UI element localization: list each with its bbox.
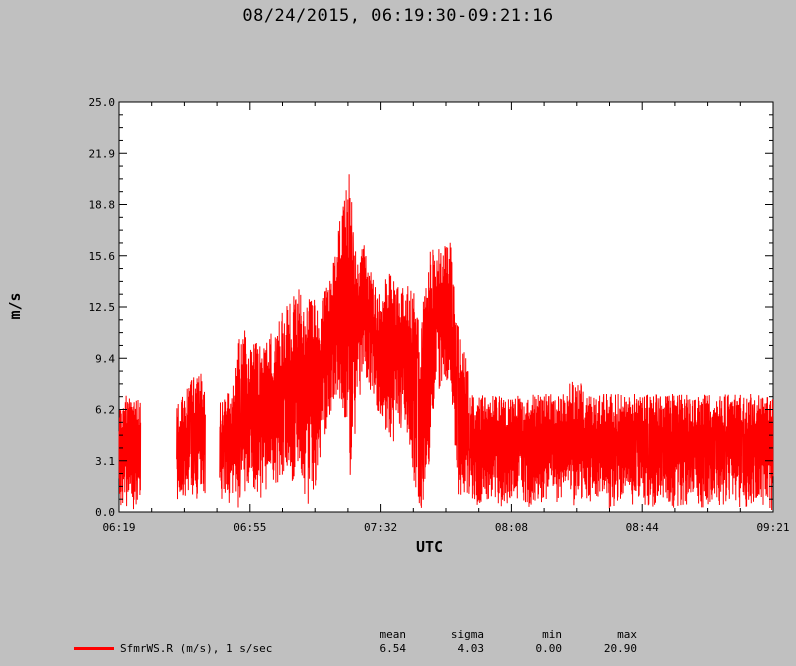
y-tick-label: 0.0 bbox=[95, 506, 115, 519]
series-line-segment bbox=[118, 395, 142, 510]
chart-title: 08/24/2015, 06:19:30-09:21:16 bbox=[242, 6, 554, 26]
y-tick-label: 3.1 bbox=[95, 455, 115, 468]
series-line-segment bbox=[219, 174, 774, 511]
y-tick-label: 18.8 bbox=[89, 199, 116, 212]
y-tick-label: 21.9 bbox=[89, 147, 116, 160]
y-tick-label: 15.6 bbox=[89, 250, 116, 263]
legend-entry: SfmrWS.R (m/s), 1 s/sec bbox=[120, 642, 273, 655]
legend-swatch bbox=[74, 647, 114, 650]
stat-label-sigma: sigma bbox=[450, 628, 484, 641]
x-tick-label: 07:32 bbox=[364, 521, 397, 534]
x-axis-label: UTC bbox=[416, 538, 444, 556]
y-tick-label: 9.4 bbox=[95, 352, 115, 365]
stat-value-sigma: 4.03 bbox=[457, 642, 485, 655]
y-tick-label: 6.2 bbox=[95, 404, 115, 417]
series-line-segment bbox=[176, 373, 206, 500]
stat-label-mean: mean bbox=[379, 628, 407, 641]
y-tick-label: 25.0 bbox=[89, 96, 116, 109]
tick-layer: 0.0 3.1 6.2 9.4 12.5 15.6 18.8 21.9 25.0 06:19 06:… bbox=[89, 96, 790, 534]
stat-value-min: 0.00 bbox=[535, 642, 563, 655]
stat-label-max: max bbox=[617, 628, 637, 641]
stat-label-min: min bbox=[542, 628, 562, 641]
x-tick-label: 06:55 bbox=[233, 521, 266, 534]
y-axis-label: m/s bbox=[6, 292, 24, 320]
x-tick-label: 06:19 bbox=[102, 521, 135, 534]
x-tick-label: 08:44 bbox=[626, 521, 659, 534]
stat-value-mean: 6.54 bbox=[379, 642, 407, 655]
stat-value-max: 20.90 bbox=[603, 642, 637, 655]
x-tick-label: 08:08 bbox=[495, 521, 528, 534]
data-layer bbox=[118, 174, 774, 511]
y-tick-label: 12.5 bbox=[89, 301, 116, 314]
x-tick-label: 09:21 bbox=[756, 521, 789, 534]
